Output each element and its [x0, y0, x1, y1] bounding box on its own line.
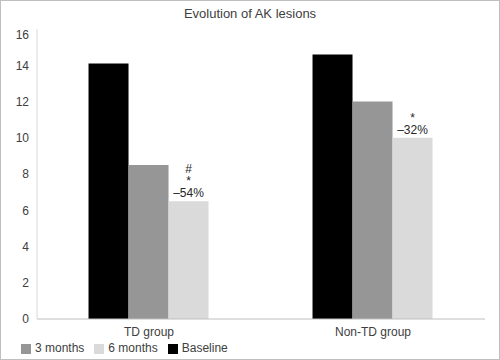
svg-text:14: 14: [16, 59, 30, 73]
svg-text:–32%: –32%: [397, 123, 428, 137]
svg-text:4: 4: [22, 240, 29, 254]
html-text:3 months: 3 months: [35, 341, 85, 355]
svg-text:Non-TD group: Non-TD group: [335, 325, 411, 339]
svg-text:2: 2: [22, 276, 29, 290]
svg-text:0: 0: [22, 312, 29, 326]
html-text:6 months: 6 months: [108, 341, 158, 355]
svg-text:TD group: TD group: [124, 325, 174, 339]
html-text:Evolution of AK lesions: Evolution of AK lesions: [183, 6, 317, 21]
svg-text:12: 12: [16, 95, 30, 109]
svg-text:8: 8: [22, 167, 29, 181]
svg-text:–54%: –54%: [173, 186, 204, 200]
svg-text:6: 6: [22, 204, 29, 218]
svg-text:10: 10: [16, 131, 30, 145]
html-text:Baseline: Baseline: [181, 341, 228, 355]
svg-text:16: 16: [16, 28, 30, 42]
